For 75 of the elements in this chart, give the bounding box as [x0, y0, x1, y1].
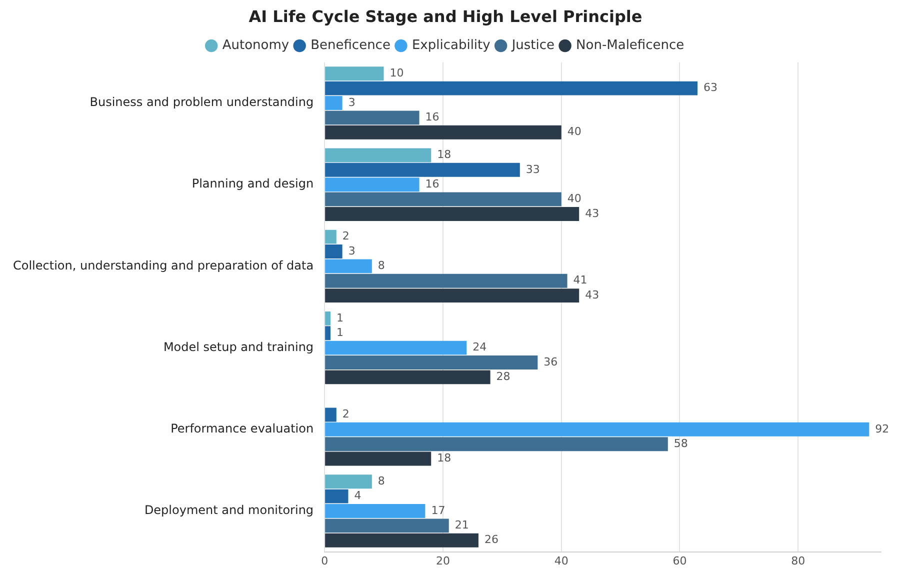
bar [325, 244, 342, 258]
data-label: 2 [342, 230, 350, 243]
bar [325, 125, 562, 140]
bar [325, 178, 420, 192]
data-label: 41 [573, 274, 588, 287]
data-label: 16 [425, 110, 440, 124]
x-tick-label: 40 [554, 554, 568, 568]
data-label: 8 [378, 259, 385, 272]
bar [325, 504, 426, 518]
data-label: 3 [348, 244, 356, 258]
data-label: 21 [454, 518, 469, 532]
bar [325, 518, 449, 533]
legend-label: Non-Maleficence [576, 38, 684, 54]
bar [325, 230, 336, 244]
data-label: 92 [875, 422, 890, 436]
legend-label: Autonomy [222, 38, 290, 54]
y-tick-label: Business and problem understanding [90, 95, 314, 110]
bar [325, 340, 467, 355]
bar [325, 288, 580, 303]
data-label: 1 [336, 311, 344, 324]
bar [325, 81, 698, 96]
bar [325, 370, 490, 384]
bar [325, 311, 330, 326]
bar [325, 110, 420, 125]
y-tick-label: Deployment and monitoring [144, 503, 314, 518]
x-tick-label: 60 [672, 554, 687, 568]
y-tick-label: Performance evaluation [170, 422, 314, 436]
data-label: 43 [585, 206, 600, 220]
data-label: 17 [431, 504, 446, 517]
data-label: 40 [567, 125, 582, 138]
data-label: 10 [390, 66, 404, 80]
data-label: 4 [354, 489, 362, 502]
data-label: 3 [348, 96, 356, 109]
x-tick-label: 20 [436, 554, 450, 568]
bar [325, 422, 870, 436]
data-label: 40 [567, 192, 582, 206]
x-tick-label: 80 [791, 554, 806, 568]
data-label: 16 [425, 177, 440, 190]
bar [325, 408, 336, 422]
data-label: 18 [437, 452, 452, 465]
data-label: 24 [472, 340, 487, 354]
legend-label: Beneficence [310, 38, 390, 54]
bar [325, 356, 538, 370]
data-label: 1 [336, 326, 344, 339]
bar [325, 326, 330, 340]
chart-title: AI Life Cycle Stage and High Level Principle [248, 6, 642, 26]
bar [325, 162, 520, 177]
y-tick-label: Collection, understanding and preparation of data [13, 258, 314, 272]
bar [325, 192, 562, 206]
bar [325, 437, 668, 452]
data-label: 28 [496, 370, 510, 384]
data-label: 58 [674, 436, 688, 450]
bar [325, 533, 478, 548]
data-label: 63 [703, 81, 718, 94]
legend-label: Explicability [412, 38, 491, 54]
data-label: 26 [484, 533, 498, 546]
bar [325, 274, 568, 288]
bar [325, 489, 348, 504]
bar [325, 474, 372, 489]
bar [325, 66, 384, 81]
x-tick-label: 0 [321, 554, 328, 568]
bar [325, 96, 342, 110]
data-label: 18 [437, 148, 452, 162]
y-tick-label: Model setup and training [163, 340, 314, 354]
data-label: 36 [544, 355, 558, 368]
data-label: 33 [526, 162, 540, 176]
data-label: 2 [342, 408, 350, 421]
bar [325, 207, 580, 221]
bar [325, 259, 372, 274]
legend-label: Justice [510, 38, 555, 54]
bar [325, 148, 432, 162]
bar [325, 452, 432, 466]
data-label: 8 [378, 474, 385, 488]
y-tick-label: Planning and design [192, 176, 314, 191]
data-label: 43 [585, 288, 600, 302]
